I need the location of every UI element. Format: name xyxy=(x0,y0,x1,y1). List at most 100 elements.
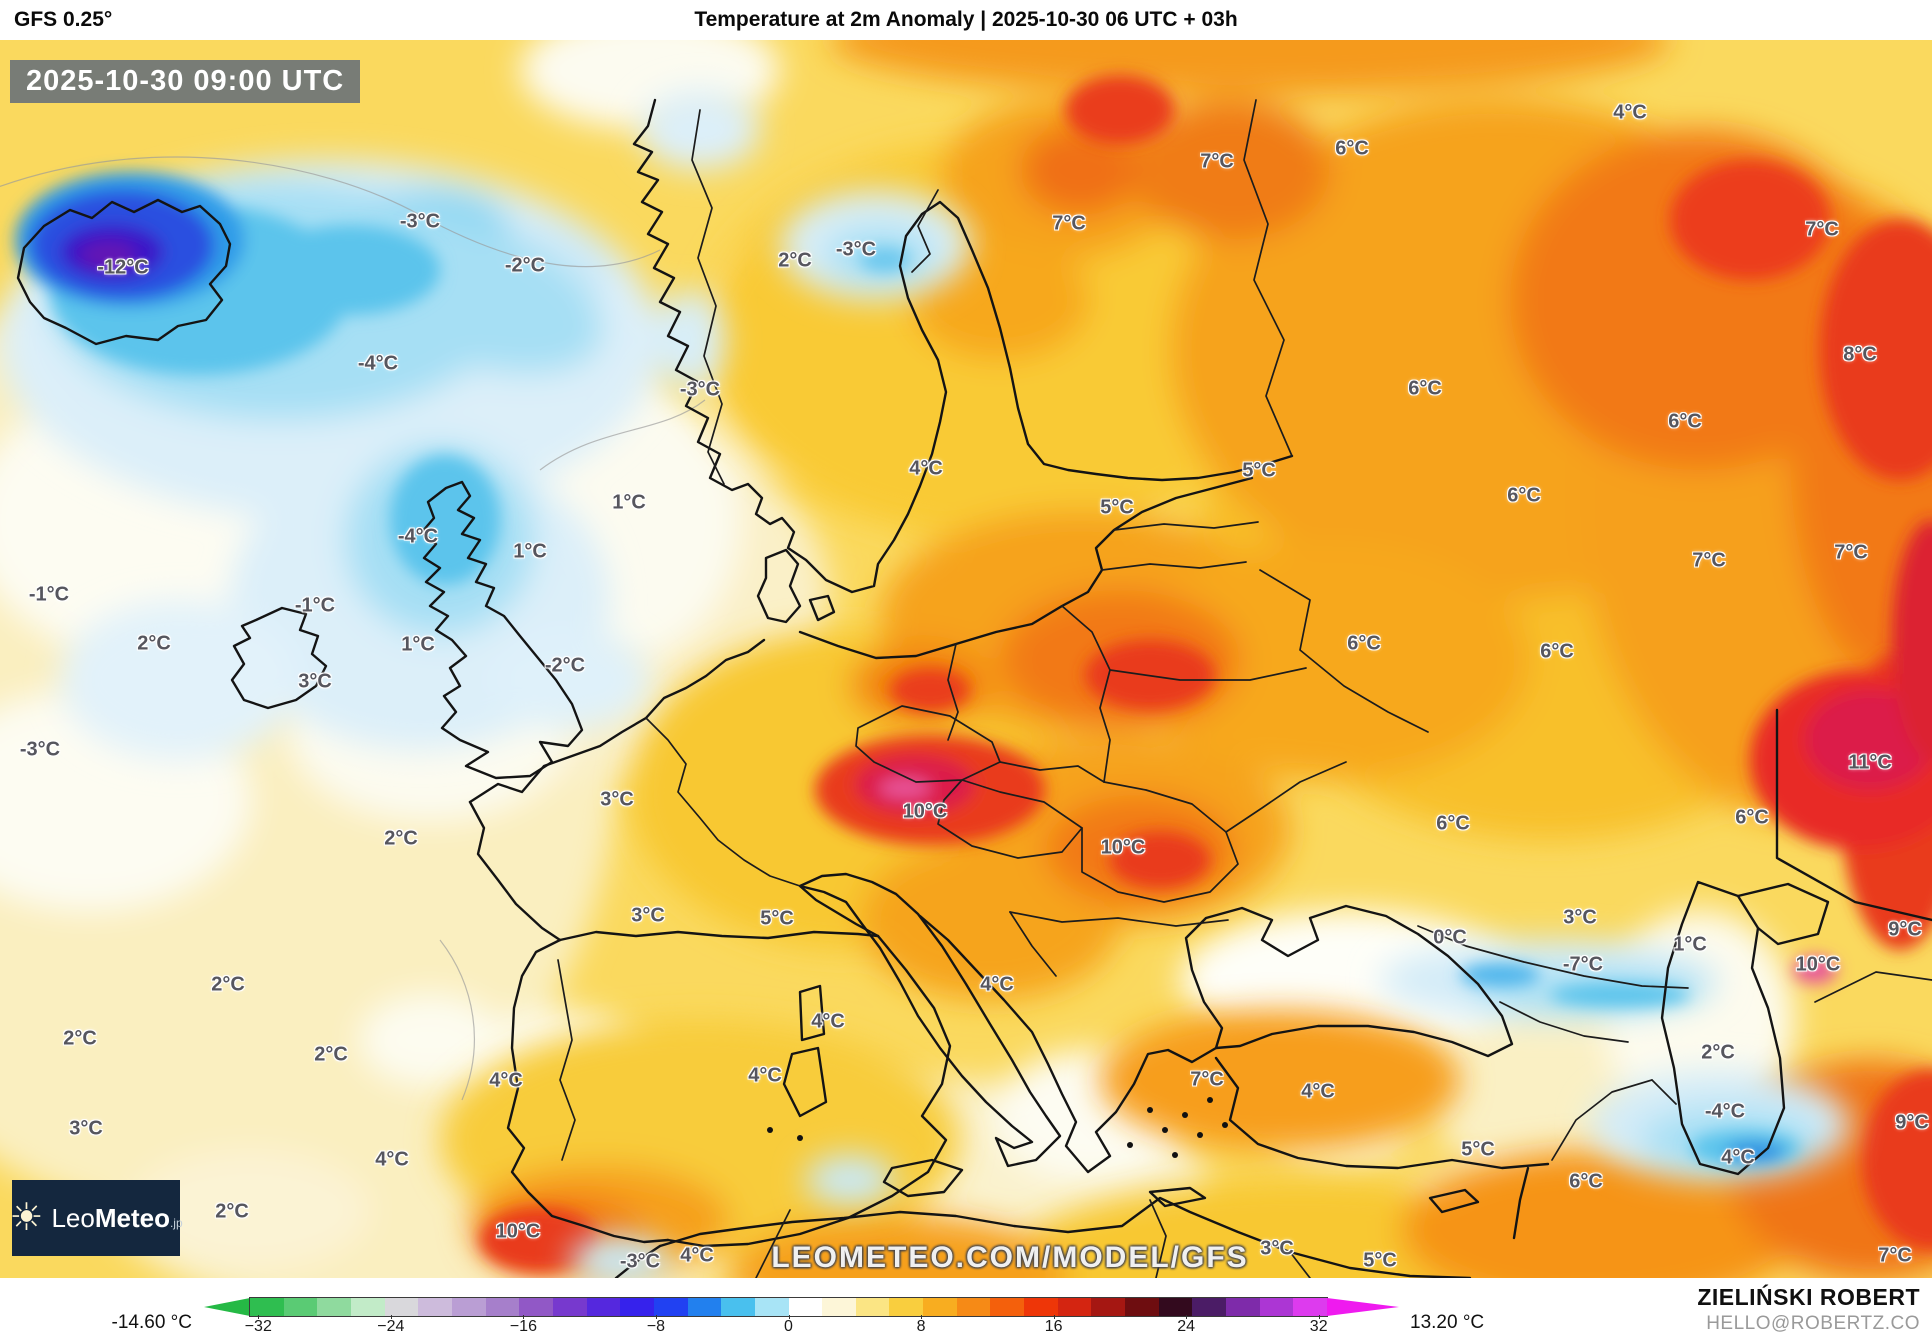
temp-label: 2°C xyxy=(63,1027,97,1050)
colorbar-tick-mark xyxy=(788,1315,790,1319)
temp-label: 8°C xyxy=(1843,343,1877,366)
colorbar-tick-label: −8 xyxy=(646,1318,666,1335)
temp-label: -3°C xyxy=(619,1250,661,1273)
temp-label: -3°C xyxy=(399,210,441,233)
temp-label: 5°C xyxy=(760,907,794,930)
colorbar-gradient xyxy=(249,1297,1328,1317)
temp-label: 10°C xyxy=(495,1220,541,1243)
colorbar-segment xyxy=(1226,1298,1260,1316)
timestamp-badge: 2025-10-30 09:00 UTC xyxy=(10,60,361,103)
colorbar-tick-label: 8 xyxy=(916,1318,926,1335)
temp-label: 2°C xyxy=(137,632,171,655)
temp-label: 1°C xyxy=(1673,933,1707,956)
colorbar-segment xyxy=(1158,1298,1193,1316)
model-label: GFS 0.25° xyxy=(14,8,113,31)
colorbar-segment xyxy=(788,1298,823,1316)
colorbar-segment xyxy=(889,1298,924,1316)
colorbar-segment xyxy=(283,1298,318,1316)
colorbar-segment xyxy=(317,1298,351,1316)
colorbar-segment xyxy=(653,1298,688,1316)
temp-label: 1°C xyxy=(401,633,435,656)
colorbar-tick-label: 32 xyxy=(1309,1318,1328,1335)
temp-label: 3°C xyxy=(1260,1237,1294,1260)
colorbar-segment xyxy=(1192,1298,1227,1316)
temp-label: 2°C xyxy=(314,1043,348,1066)
country-borders xyxy=(557,99,1932,1278)
temp-label: 4°C xyxy=(909,457,943,480)
colorbar-segment xyxy=(990,1298,1025,1316)
header-bar: GFS 0.25° Temperature at 2m Anomaly | 20… xyxy=(0,0,1932,40)
sun-icon: ☀ xyxy=(9,1197,44,1239)
temp-label: 9°C xyxy=(1895,1111,1929,1134)
colorbar-segment xyxy=(418,1298,452,1316)
colorbar-segment xyxy=(855,1298,890,1316)
temp-label: 7°C xyxy=(1692,549,1726,572)
logo-text: LeoMeteo.jp xyxy=(51,1202,183,1233)
colorbar-tick-label: 16 xyxy=(1044,1318,1063,1335)
temp-label: 2°C xyxy=(384,827,418,850)
colorbar-left-arrow xyxy=(204,1298,250,1316)
hot-zones xyxy=(480,75,1932,1272)
colorbar-tick-label: −32 xyxy=(244,1318,272,1335)
colorbar-tick-label: −16 xyxy=(509,1318,537,1335)
temp-label: 3°C xyxy=(69,1117,103,1140)
temp-label: -1°C xyxy=(294,594,336,617)
temp-label: 7°C xyxy=(1834,541,1868,564)
colorbar-segment xyxy=(1091,1298,1126,1316)
colorbar-segment xyxy=(250,1298,284,1316)
colorbar-ticks: −32 −24 −16 −8 0 8 16 24 32 xyxy=(245,1315,1328,1338)
temp-label: 0°C xyxy=(1433,926,1467,949)
colorbar-tick-mark xyxy=(921,1315,923,1319)
colorbar-segment xyxy=(1024,1298,1058,1316)
colorbar-tick-mark xyxy=(1186,1315,1188,1319)
temp-label: 4°C xyxy=(680,1244,714,1267)
colorbar-segment xyxy=(754,1298,789,1316)
colorbar-segment xyxy=(1259,1298,1294,1316)
temp-label: 6°C xyxy=(1735,806,1769,829)
colorbar-segment xyxy=(923,1298,957,1316)
temp-label: 5°C xyxy=(1242,459,1276,482)
temp-label: 7°C xyxy=(1052,212,1086,235)
leometeo-logo: ☀ LeoMeteo.jp xyxy=(9,1180,183,1256)
shelf-contours xyxy=(0,156,706,1101)
colorbar-segment xyxy=(687,1298,722,1316)
temp-label: 4°C xyxy=(748,1064,782,1087)
colorbar-segment xyxy=(620,1298,654,1316)
cold-cores xyxy=(15,172,1800,1166)
temp-label: 5°C xyxy=(1461,1138,1495,1161)
credit-email: HELLO@ROBERTZ.CO xyxy=(1706,1313,1920,1334)
colorbar-tick-mark xyxy=(1318,1315,1320,1319)
temp-label: 6°C xyxy=(1507,484,1541,507)
temp-label: -7°C xyxy=(1562,953,1604,976)
temp-label: 4°C xyxy=(375,1148,409,1171)
temp-label: 6°C xyxy=(1347,632,1381,655)
temp-label: 10°C xyxy=(902,800,948,823)
map-canvas: -12°C -3°C 2°C -3°C -2°C 7°C 7°C 6°C 4°C 7°C 8°C -4… xyxy=(0,40,1932,1278)
colorbar-segment xyxy=(956,1298,991,1316)
temp-label: 3°C xyxy=(631,904,665,927)
colorbar-tick-mark xyxy=(258,1315,260,1319)
temp-label: 7°C xyxy=(1805,218,1839,241)
colorbar-segment xyxy=(350,1298,385,1316)
colorbar-segment xyxy=(485,1298,520,1316)
colorbar-segment xyxy=(822,1298,856,1316)
temp-label: 7°C xyxy=(1200,150,1234,173)
temp-label: 4°C xyxy=(1721,1146,1755,1169)
temp-label: 6°C xyxy=(1408,377,1442,400)
temp-label: -1°C xyxy=(28,583,70,606)
temp-label: -3°C xyxy=(835,238,877,261)
colorbar-tick-mark xyxy=(390,1315,392,1319)
watermark: LEOMETEO.COM/MODEL/GFS xyxy=(771,1241,1249,1274)
colorbar-tick-mark xyxy=(1053,1315,1055,1319)
footer-bar: -14.60 °C −32 −24 −16 −8 0 8 16 24 32 13.20 °C Z… xyxy=(0,1278,1932,1338)
temp-label: 2°C xyxy=(1701,1041,1735,1064)
colorbar-segment xyxy=(384,1298,419,1316)
colorbar-segment xyxy=(1293,1298,1327,1316)
temp-label: 9°C xyxy=(1888,918,1922,941)
temp-label: 7°C xyxy=(1190,1068,1224,1091)
temp-label: 2°C xyxy=(211,973,245,996)
temp-label: -4°C xyxy=(357,352,399,375)
temp-label: 10°C xyxy=(1100,836,1146,859)
temp-label: 3°C xyxy=(600,788,634,811)
colorbar-right-arrow xyxy=(1327,1298,1399,1316)
